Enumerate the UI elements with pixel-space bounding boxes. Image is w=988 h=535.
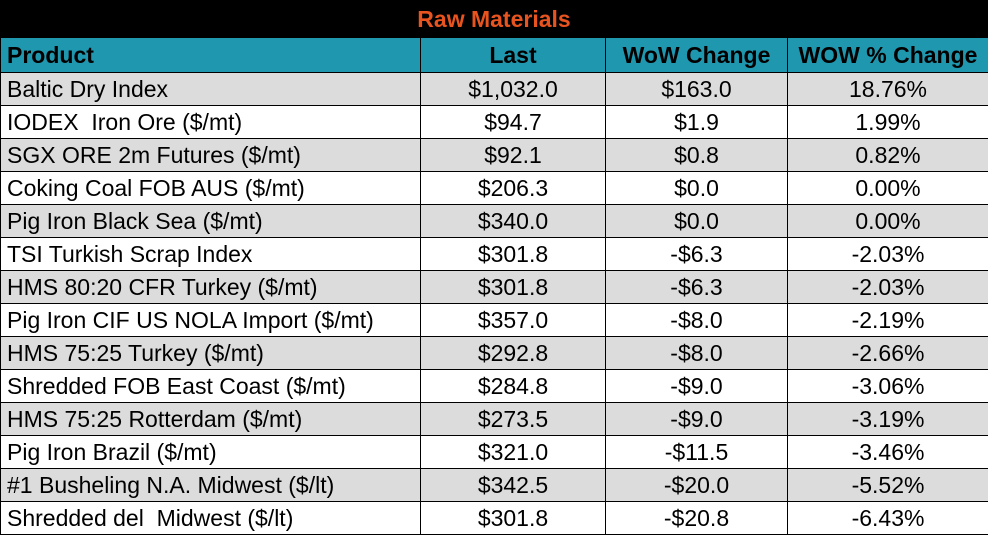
table-row: Pig Iron Brazil ($/mt) $321.0 -$11.5 -3.… bbox=[0, 435, 988, 469]
wow-pct-cell: 1.99% bbox=[787, 105, 988, 139]
table-row: TSI Turkish Scrap Index $301.8 -$6.3 -2.… bbox=[0, 237, 988, 271]
table-row: HMS 75:25 Turkey ($/mt) $292.8 -$8.0 -2.… bbox=[0, 336, 988, 370]
product-cell: Shredded FOB East Coast ($/mt) bbox=[0, 369, 421, 403]
table-row: SGX ORE 2m Futures ($/mt) $92.1 $0.8 0.8… bbox=[0, 138, 988, 172]
header-product: Product bbox=[0, 37, 421, 73]
product-cell: HMS 80:20 CFR Turkey ($/mt) bbox=[0, 270, 421, 304]
wow-change-cell: $1.9 bbox=[605, 105, 788, 139]
wow-pct-cell: -3.46% bbox=[787, 435, 988, 469]
wow-pct-cell: -3.19% bbox=[787, 402, 988, 436]
product-cell: Pig Iron CIF US NOLA Import ($/mt) bbox=[0, 303, 421, 337]
product-cell: HMS 75:25 Rotterdam ($/mt) bbox=[0, 402, 421, 436]
wow-change-cell: -$20.0 bbox=[605, 468, 788, 502]
last-cell: $94.7 bbox=[420, 105, 606, 139]
raw-materials-table: Product Last WoW Change WOW % Change Bal… bbox=[0, 37, 988, 535]
product-cell: Baltic Dry Index bbox=[0, 72, 421, 106]
last-cell: $342.5 bbox=[420, 468, 606, 502]
last-cell: $340.0 bbox=[420, 204, 606, 238]
table-row: IODEX Iron Ore ($/mt) $94.7 $1.9 1.99% bbox=[0, 105, 988, 139]
header-wow-pct-change: WOW % Change bbox=[787, 37, 988, 73]
table-row: #1 Busheling N.A. Midwest ($/lt) $342.5 … bbox=[0, 468, 988, 502]
product-cell: IODEX Iron Ore ($/mt) bbox=[0, 105, 421, 139]
wow-pct-cell: 0.00% bbox=[787, 204, 988, 238]
table-row: Shredded del Midwest ($/lt) $301.8 -$20.… bbox=[0, 501, 988, 535]
wow-change-cell: -$8.0 bbox=[605, 336, 788, 370]
product-cell: Shredded del Midwest ($/lt) bbox=[0, 501, 421, 535]
wow-change-cell: -$8.0 bbox=[605, 303, 788, 337]
product-cell: HMS 75:25 Turkey ($/mt) bbox=[0, 336, 421, 370]
last-cell: $301.8 bbox=[420, 501, 606, 535]
last-cell: $1,032.0 bbox=[420, 72, 606, 106]
header-row: Product Last WoW Change WOW % Change bbox=[0, 37, 988, 73]
wow-pct-cell: 0.82% bbox=[787, 138, 988, 172]
table-row: HMS 80:20 CFR Turkey ($/mt) $301.8 -$6.3… bbox=[0, 270, 988, 304]
wow-pct-cell: -2.19% bbox=[787, 303, 988, 337]
last-cell: $301.8 bbox=[420, 237, 606, 271]
wow-pct-cell: 0.00% bbox=[787, 171, 988, 205]
product-cell: Coking Coal FOB AUS ($/mt) bbox=[0, 171, 421, 205]
wow-pct-cell: -5.52% bbox=[787, 468, 988, 502]
last-cell: $92.1 bbox=[420, 138, 606, 172]
wow-pct-cell: -3.06% bbox=[787, 369, 988, 403]
wow-change-cell: $163.0 bbox=[605, 72, 788, 106]
wow-pct-cell: -2.03% bbox=[787, 270, 988, 304]
wow-pct-cell: -2.03% bbox=[787, 237, 988, 271]
product-cell: Pig Iron Brazil ($/mt) bbox=[0, 435, 421, 469]
wow-pct-cell: 18.76% bbox=[787, 72, 988, 106]
wow-change-cell: $0.0 bbox=[605, 204, 788, 238]
header-wow-change: WoW Change bbox=[605, 37, 788, 73]
wow-change-cell: -$6.3 bbox=[605, 270, 788, 304]
product-cell: SGX ORE 2m Futures ($/mt) bbox=[0, 138, 421, 172]
wow-change-cell: $0.8 bbox=[605, 138, 788, 172]
product-cell: TSI Turkish Scrap Index bbox=[0, 237, 421, 271]
last-cell: $284.8 bbox=[420, 369, 606, 403]
last-cell: $301.8 bbox=[420, 270, 606, 304]
last-cell: $357.0 bbox=[420, 303, 606, 337]
table-row: HMS 75:25 Rotterdam ($/mt) $273.5 -$9.0 … bbox=[0, 402, 988, 436]
last-cell: $273.5 bbox=[420, 402, 606, 436]
table-row: Shredded FOB East Coast ($/mt) $284.8 -$… bbox=[0, 369, 988, 403]
wow-change-cell: -$9.0 bbox=[605, 369, 788, 403]
last-cell: $206.3 bbox=[420, 171, 606, 205]
table-row: Coking Coal FOB AUS ($/mt) $206.3 $0.0 0… bbox=[0, 171, 988, 205]
header-last: Last bbox=[420, 37, 606, 73]
last-cell: $321.0 bbox=[420, 435, 606, 469]
product-cell: Pig Iron Black Sea ($/mt) bbox=[0, 204, 421, 238]
wow-change-cell: -$6.3 bbox=[605, 237, 788, 271]
last-cell: $292.8 bbox=[420, 336, 606, 370]
table-row: Pig Iron CIF US NOLA Import ($/mt) $357.… bbox=[0, 303, 988, 337]
wow-pct-cell: -6.43% bbox=[787, 501, 988, 535]
wow-pct-cell: -2.66% bbox=[787, 336, 988, 370]
wow-change-cell: -$11.5 bbox=[605, 435, 788, 469]
table-row: Pig Iron Black Sea ($/mt) $340.0 $0.0 0.… bbox=[0, 204, 988, 238]
wow-change-cell: -$9.0 bbox=[605, 402, 788, 436]
product-cell: #1 Busheling N.A. Midwest ($/lt) bbox=[0, 468, 421, 502]
wow-change-cell: -$20.8 bbox=[605, 501, 788, 535]
table-row: Baltic Dry Index $1,032.0 $163.0 18.76% bbox=[0, 72, 988, 106]
wow-change-cell: $0.0 bbox=[605, 171, 788, 205]
table-title: Raw Materials bbox=[0, 0, 988, 37]
